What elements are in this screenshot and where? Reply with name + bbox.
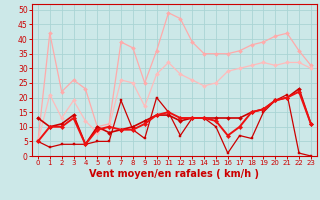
X-axis label: Vent moyen/en rafales ( km/h ): Vent moyen/en rafales ( km/h ) xyxy=(89,169,260,179)
